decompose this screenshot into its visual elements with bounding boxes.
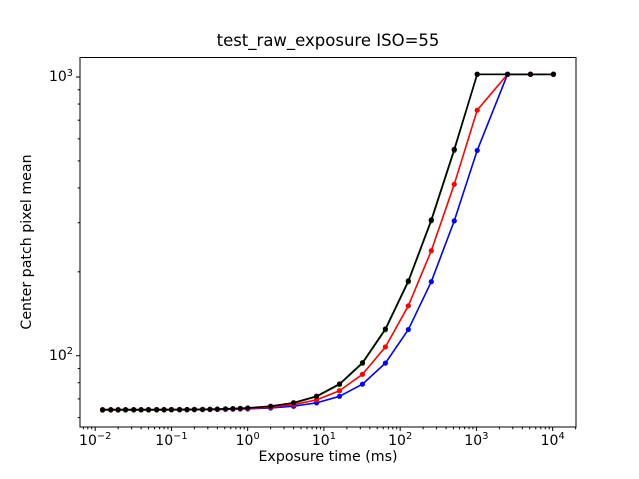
series-blue-marker bbox=[382, 360, 388, 366]
series-blue-marker bbox=[359, 381, 366, 387]
series-black-marker bbox=[191, 406, 197, 412]
series-black-marker bbox=[336, 381, 343, 387]
series-black-marker bbox=[138, 407, 144, 413]
series-black-marker bbox=[145, 407, 152, 413]
series-black-marker bbox=[504, 71, 511, 77]
series-black-marker bbox=[290, 400, 297, 406]
axes-spines bbox=[79, 57, 577, 428]
series-blue-marker bbox=[336, 393, 343, 399]
series-blue-marker bbox=[428, 279, 434, 285]
series-black-marker bbox=[115, 407, 121, 413]
series-black-marker bbox=[184, 406, 190, 413]
x-tick-label: 10−2 bbox=[79, 431, 112, 449]
series-black-marker bbox=[268, 403, 274, 409]
series-black-marker bbox=[527, 71, 534, 77]
series-blue-marker bbox=[405, 326, 411, 333]
series-blue-marker bbox=[474, 147, 480, 154]
y-tick-label: 102 bbox=[48, 346, 73, 364]
series-black-marker bbox=[428, 217, 434, 223]
series-black-marker bbox=[214, 406, 220, 412]
series-black-marker bbox=[245, 405, 251, 411]
series-red-marker bbox=[313, 397, 320, 403]
y-axis-label: Center patch pixel mean bbox=[19, 154, 35, 330]
x-tick-label: 104 bbox=[540, 431, 565, 449]
series-black-marker bbox=[207, 406, 213, 412]
series-black-marker bbox=[405, 278, 411, 284]
series-black-marker bbox=[199, 406, 206, 412]
series-red-marker bbox=[336, 388, 343, 394]
chart-title: test_raw_exposure ISO=55 bbox=[216, 31, 440, 50]
series-blue-line bbox=[101, 73, 555, 411]
series-red-marker bbox=[474, 107, 480, 113]
series-black-marker bbox=[108, 407, 114, 413]
series-red-marker bbox=[359, 371, 366, 377]
series-black-marker bbox=[474, 71, 480, 77]
y-tick-label: 103 bbox=[48, 67, 73, 86]
series-black-line bbox=[101, 73, 555, 411]
series-black-marker bbox=[161, 407, 167, 413]
series-black-marker bbox=[382, 326, 388, 332]
series-black-marker bbox=[154, 407, 160, 413]
series-black-marker bbox=[222, 406, 229, 412]
series-red-line bbox=[101, 73, 555, 411]
series-red-marker bbox=[405, 303, 411, 309]
series-black-marker bbox=[359, 360, 366, 366]
series-black-marker bbox=[168, 406, 175, 413]
x-axis-label: Exposure time (ms) bbox=[258, 449, 398, 465]
series-black-marker bbox=[230, 406, 236, 412]
series-black-marker bbox=[122, 407, 129, 413]
series-black-marker bbox=[550, 71, 557, 77]
x-tick-label: 101 bbox=[311, 431, 336, 449]
series-black-marker bbox=[131, 407, 137, 413]
series-black-marker bbox=[451, 146, 457, 152]
series-red-marker bbox=[428, 248, 434, 254]
series-red-marker bbox=[382, 344, 388, 350]
series-green-line bbox=[101, 73, 555, 411]
x-tick-label: 102 bbox=[388, 431, 413, 449]
series-black-marker bbox=[313, 393, 320, 399]
series-red-marker bbox=[451, 181, 457, 187]
x-tick-label: 100 bbox=[235, 431, 260, 449]
series-black-marker bbox=[99, 407, 106, 413]
x-tick-label: 103 bbox=[464, 431, 489, 449]
series-black-marker bbox=[177, 406, 183, 413]
series-black-marker bbox=[237, 405, 243, 411]
series-blue-marker bbox=[451, 218, 457, 224]
x-tick-label: 10−1 bbox=[155, 431, 188, 449]
